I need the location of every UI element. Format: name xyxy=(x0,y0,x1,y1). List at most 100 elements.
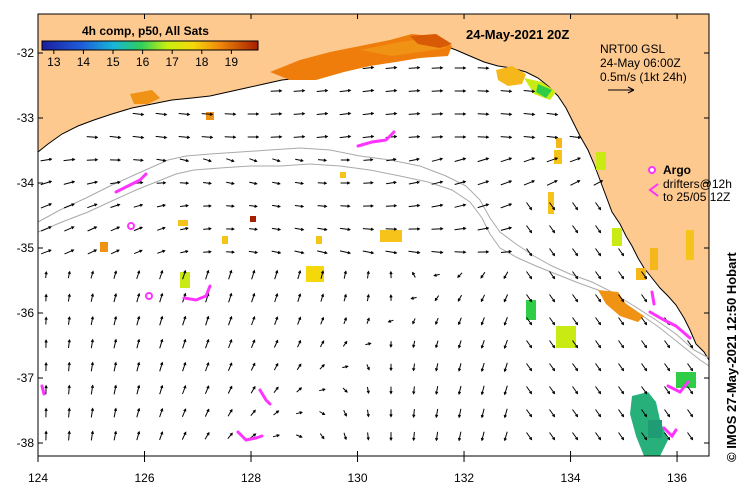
colorbar-title: 4h comp, p50, All Sats xyxy=(82,24,209,38)
longitude-label: 124 xyxy=(27,471,49,485)
current-arrow-head xyxy=(531,89,536,93)
drifter-track xyxy=(662,426,678,439)
current-arrow-head xyxy=(412,391,416,395)
current-arrow-head xyxy=(116,226,121,230)
current-arrow-head xyxy=(389,437,393,441)
current-arrow-head xyxy=(389,367,393,372)
current-arrow-head xyxy=(48,249,52,253)
current-arrow xyxy=(549,202,555,210)
current-arrow-head xyxy=(598,276,602,280)
current-arrow-head xyxy=(299,411,303,415)
current-arrow-head xyxy=(344,340,348,345)
sst-patch xyxy=(612,228,622,246)
colorbar-label: 14 xyxy=(76,55,91,69)
current-arrow xyxy=(385,67,397,69)
current-arrow-head xyxy=(462,135,467,139)
current-arrow-head xyxy=(67,316,71,320)
current-arrow xyxy=(569,157,581,163)
current-arrow xyxy=(90,271,94,279)
current-arrow-head xyxy=(457,298,461,302)
current-arrow-head xyxy=(44,384,48,389)
current-arrow-head xyxy=(529,345,533,349)
current-arrow xyxy=(481,431,485,441)
current-arrow-head xyxy=(552,253,556,257)
sst-patch xyxy=(648,420,662,438)
current-arrow-head xyxy=(389,294,393,298)
current-arrow xyxy=(205,339,209,349)
current-arrow-head xyxy=(90,407,94,412)
current-arrow xyxy=(67,294,71,302)
current-arrow xyxy=(134,249,142,255)
current-arrow xyxy=(136,408,140,418)
current-arrow xyxy=(595,225,601,233)
current-arrow xyxy=(320,294,324,302)
current-arrow-head xyxy=(416,112,421,116)
current-arrow-head xyxy=(301,89,306,93)
current-arrow-head xyxy=(186,135,191,139)
current-arrow-head xyxy=(439,66,444,70)
sst-patch xyxy=(536,84,552,98)
current-arrow xyxy=(549,409,555,417)
current-arrow xyxy=(250,363,256,371)
current-arrow xyxy=(113,339,117,349)
argo-legend-symbol xyxy=(648,166,656,174)
current-arrow-head xyxy=(229,432,233,436)
current-arrow xyxy=(159,362,163,372)
latitude-label: -34 xyxy=(16,176,34,190)
current-arrow-head xyxy=(321,364,325,368)
current-arrow-head xyxy=(370,112,375,116)
current-arrow-head xyxy=(208,250,212,254)
current-arrow-head xyxy=(320,270,325,274)
current-arrow-head xyxy=(113,292,118,297)
current-arrow xyxy=(113,316,117,326)
current-arrow-head xyxy=(435,344,439,349)
current-arrow-head xyxy=(370,181,374,185)
current-arrow xyxy=(203,251,211,253)
current-arrow-head xyxy=(70,249,75,253)
current-arrow-head xyxy=(366,293,370,298)
current-arrow-head xyxy=(183,315,187,320)
current-arrow-head xyxy=(480,345,484,349)
current-arrow xyxy=(664,340,670,348)
current-arrow-head xyxy=(577,180,581,183)
current-arrow xyxy=(503,271,509,279)
current-arrow xyxy=(204,386,210,394)
sst-patch xyxy=(130,90,160,104)
current-arrow xyxy=(156,204,166,208)
current-arrow-head xyxy=(435,437,439,442)
current-arrow-head xyxy=(162,181,167,185)
current-arrow-head xyxy=(457,274,461,278)
current-arrow xyxy=(526,363,532,371)
current-arrow-head xyxy=(186,112,191,116)
colorbar-ticks xyxy=(53,50,232,54)
current-arrow xyxy=(159,408,163,418)
current-arrow-head xyxy=(480,414,484,419)
current-arrow xyxy=(293,113,305,115)
current-arrow-head xyxy=(552,368,556,372)
current-arrow xyxy=(202,158,212,162)
current-arrow-head xyxy=(667,437,671,441)
current-arrow xyxy=(431,181,443,185)
current-arrow-head xyxy=(644,414,648,418)
current-arrow-head xyxy=(621,437,625,441)
current-arrow xyxy=(431,204,443,208)
current-arrow-head xyxy=(457,345,462,349)
current-arrow-head xyxy=(346,158,351,162)
scale-arrow xyxy=(608,86,635,94)
current-arrow xyxy=(63,203,75,209)
map-title: 24-May-2021 20Z xyxy=(466,27,570,42)
current-arrow-head xyxy=(252,292,256,297)
longitude-label: 128 xyxy=(241,471,262,485)
current-arrow xyxy=(549,340,555,348)
current-arrow-head xyxy=(344,413,347,417)
current-arrow-head xyxy=(439,112,444,116)
current-arrow-head xyxy=(439,135,444,139)
current-arrow-head xyxy=(416,66,421,70)
current-arrow-head xyxy=(503,414,507,419)
current-arrow-head xyxy=(277,181,281,185)
current-arrow xyxy=(159,385,163,395)
current-arrow-head xyxy=(275,269,279,274)
drifter-track xyxy=(356,130,396,148)
current-arrow-head xyxy=(412,271,416,275)
current-arrow-head xyxy=(324,251,328,255)
